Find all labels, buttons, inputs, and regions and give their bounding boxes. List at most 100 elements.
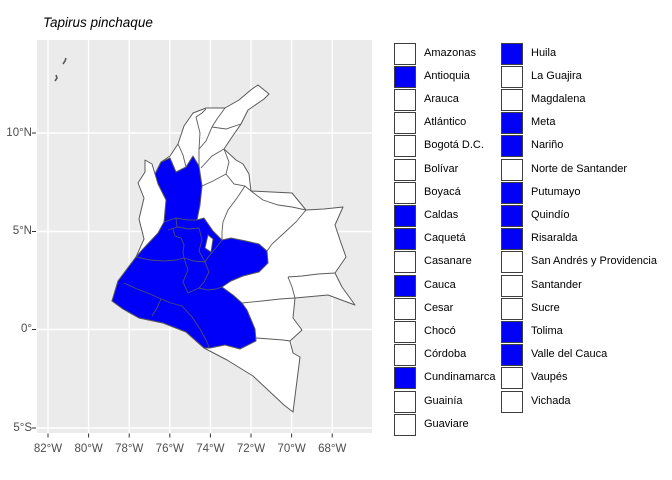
x-tick-label: 70°W [277,443,306,455]
legend-label: Sucre [531,301,560,314]
department-border [287,272,336,278]
department-border [187,287,200,294]
legend-label: Tolima [531,324,563,337]
legend-key-absent [394,390,416,413]
legend-label: Atlántico [424,116,467,129]
legend-label: Nariño [531,139,564,152]
x-tick-label: 76°W [155,443,184,455]
legend-key-absent [394,88,416,111]
legend-label: Arauca [424,92,459,105]
legend-label: Magdalena [531,92,586,105]
presence-region [111,155,269,350]
legend-key-present [394,65,416,88]
legend-label: Bolívar [424,162,459,175]
legend-label: Caquetá [424,232,466,245]
department-border [182,257,189,294]
legend-label: Cundinamarca [424,371,496,384]
legend-key-present [501,181,523,204]
legend-label: Vaupés [531,371,568,384]
department-border [195,116,201,166]
department-border [198,126,213,150]
legend-label: Putumayo [531,185,581,198]
department-border [195,108,207,118]
legend-key-absent [394,158,416,181]
legend-label: Antioquia [424,69,470,82]
department-border [198,286,223,291]
department-border [163,217,197,223]
department-border [201,173,227,187]
y-tick-label: 5°N [12,225,32,237]
legend-label: Quindío [531,208,570,221]
legend-key-present [501,42,523,65]
x-tick-label: 78°W [115,443,144,455]
department-border [183,257,206,263]
legend-label: Meta [531,116,556,129]
legend-label: Valle del Cauca [531,348,608,361]
legend-key-absent [501,65,523,88]
legend-key-absent [394,251,416,274]
department-border [180,237,185,259]
department-border [221,185,246,240]
department-border [160,298,183,307]
legend-label: San Andrés y Providencia [531,255,657,268]
legend-key-present [501,204,523,227]
department-border [181,305,210,348]
legend-key-absent [394,297,416,320]
bogota-region [204,234,214,253]
legend-key-absent [501,297,523,320]
plot-title: Tapirus pinchaque [43,15,153,30]
legend-label: Chocó [424,324,456,337]
legend-key-present [501,135,523,158]
x-tick-label: 82°W [33,443,63,455]
legend-label: Boyacá [424,185,461,198]
legend-key-absent [394,344,416,367]
legend-label: Amazonas [424,46,476,59]
department-border [198,227,206,263]
department-border [250,190,307,211]
department-border [198,261,210,289]
legend-label: Bogotá D.C. [424,139,484,152]
legend-label: Santander [531,278,582,291]
legend-label: Huila [531,46,557,59]
department-border [266,209,307,252]
legend-label: Casanare [424,255,472,268]
legend-label: Cesar [424,301,454,314]
legend-key-present [501,320,523,343]
legend-key-present [501,344,523,367]
legend-key-present [394,367,416,390]
legend-key-absent [394,181,416,204]
y-tick-label: 5°S [13,421,32,434]
legend-label: Guaviare [424,417,469,430]
x-tick-label: 80°W [74,443,103,455]
legend-key-present [501,112,523,135]
legend-key-present [394,204,416,227]
legend-label: Caldas [424,208,459,221]
department-border [135,256,185,262]
legend-key-absent [501,367,523,390]
legend-key-absent [501,274,523,297]
legend-key-absent [394,135,416,158]
x-tick-label: 68°W [318,443,347,455]
department-border [241,297,296,304]
department-border [177,143,187,168]
legend-key-absent [501,158,523,181]
department-border [211,107,226,128]
legend-key-absent [394,320,416,343]
legend-label: La Guajira [531,69,582,82]
department-border [255,337,291,342]
legend-label: Vichada [531,394,571,407]
legend-key-absent [394,413,416,436]
department-border [204,239,223,263]
legend-key-absent [501,88,523,111]
legend-key-absent [394,42,416,65]
department-border [172,228,182,239]
legend-key-present [394,274,416,297]
legend-key-present [501,228,523,251]
x-tick-label: 72°W [236,443,266,455]
y-tick-label: 10°N [6,126,32,139]
x-tick-label: 74°W [196,443,225,455]
legend-label: Guainía [424,394,463,407]
legend-key-absent [501,390,523,413]
